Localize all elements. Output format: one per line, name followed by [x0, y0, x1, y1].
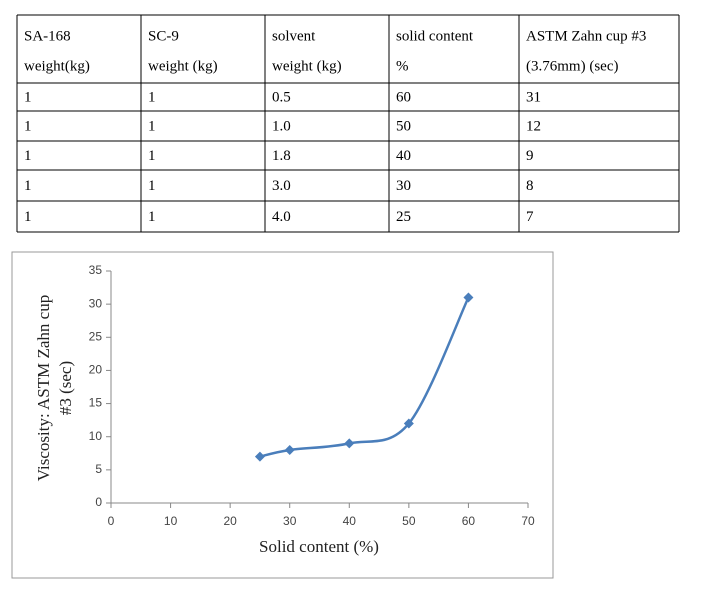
y-tick-label: 5	[95, 462, 102, 476]
table-cell: 1	[148, 209, 156, 225]
table-cell: 25	[396, 209, 411, 225]
header-cell: SA-168	[24, 28, 71, 44]
x-tick-label: 0	[108, 514, 115, 528]
table-cell: 1	[24, 118, 32, 134]
header-cell: weight (kg)	[272, 58, 342, 74]
table-cell: 9	[526, 148, 534, 164]
x-tick-label: 40	[343, 514, 357, 528]
y-tick-label: 15	[89, 396, 103, 410]
data-point	[284, 444, 295, 455]
data-line	[259, 296, 470, 458]
data-point	[463, 292, 474, 303]
data-point	[344, 438, 355, 449]
table-cell: 4.0	[272, 209, 291, 225]
header-cell: %	[396, 58, 409, 74]
table-cell: 1	[24, 209, 32, 225]
header-cell: weight(kg)	[24, 58, 90, 74]
y-tick-label: 25	[89, 329, 103, 343]
x-tick-label: 50	[402, 514, 416, 528]
table-cell: 12	[526, 118, 541, 134]
table-cell: 1	[148, 118, 156, 134]
y-tick-label: 30	[89, 296, 103, 310]
y-tick-label: 10	[89, 429, 103, 443]
table-cell: 1	[148, 148, 156, 164]
table-cell: 50	[396, 118, 411, 134]
header-cell: solid content	[396, 28, 474, 44]
table-cell: 1.8	[272, 148, 291, 164]
table-cell: 7	[526, 209, 534, 225]
x-tick-label: 60	[462, 514, 476, 528]
table-cell: 1.0	[272, 118, 291, 134]
y-tick-label: 20	[89, 363, 103, 377]
table-cell: 60	[396, 89, 411, 105]
header-cell: solvent	[272, 28, 316, 44]
x-tick-label: 30	[283, 514, 297, 528]
table-cell: 1	[148, 178, 156, 194]
y-tick-label: 35	[89, 263, 103, 277]
table-cell: 31	[526, 89, 541, 105]
table-cell: 40	[396, 148, 411, 164]
table-cell: 8	[526, 178, 534, 194]
y-tick-label: 0	[95, 495, 102, 509]
header-cell: (3.76mm) (sec)	[526, 58, 618, 74]
header-cell: ASTM Zahn cup #3	[526, 28, 646, 44]
y-axis-title: Viscosity: ASTM Zahn cup	[34, 295, 53, 481]
data-point	[403, 418, 414, 429]
y-axis-title: #3 (sec)	[56, 361, 75, 415]
table-cell: 1	[24, 148, 32, 164]
x-axis-title: Solid content (%)	[259, 537, 379, 556]
table-cell: 1	[148, 89, 156, 105]
table-cell: 3.0	[272, 178, 291, 194]
x-tick-label: 20	[223, 514, 237, 528]
data-point	[254, 451, 265, 462]
header-cell: weight (kg)	[148, 58, 218, 74]
table-cell: 30	[396, 178, 411, 194]
header-cell: SC-9	[148, 28, 179, 44]
table-cell: 1	[24, 89, 32, 105]
table-cell: 1	[24, 178, 32, 194]
chart-frame	[11, 251, 554, 579]
x-tick-label: 10	[164, 514, 178, 528]
x-tick-label: 70	[521, 514, 535, 528]
table-cell: 0.5	[272, 89, 291, 105]
